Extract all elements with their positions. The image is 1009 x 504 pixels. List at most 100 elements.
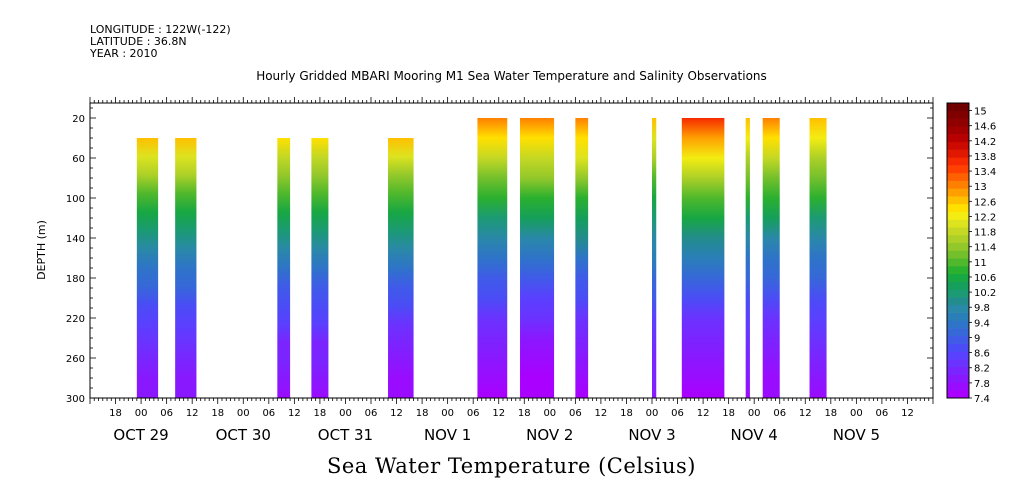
y-tick-label: 140 <box>66 234 85 245</box>
x-tick-label: 18 <box>416 408 429 419</box>
colorbar-cell <box>947 134 969 143</box>
colorbar-cell <box>947 203 969 212</box>
colorbar-cell <box>947 188 969 197</box>
x-tick-label: 00 <box>543 408 556 419</box>
colorbar-cell <box>947 273 969 282</box>
x-day-label: NOV 1 <box>424 426 471 444</box>
colorbar-cell <box>947 312 969 321</box>
x-tick-label: 12 <box>186 408 199 419</box>
colorbar-label: 9.8 <box>974 303 990 314</box>
y-axis-label: DEPTH (m) <box>35 220 48 280</box>
y-tick-label: 220 <box>66 314 85 325</box>
x-tick-label: 12 <box>901 408 914 419</box>
x-tick-label: 18 <box>518 408 531 419</box>
data-segment <box>809 118 827 398</box>
x-axis-label: Sea Water Temperature (Celsius) <box>326 454 696 478</box>
data-segment <box>175 138 197 398</box>
colorbar-cell <box>947 335 969 344</box>
colorbar-cell <box>947 351 969 360</box>
colorbar-cell <box>947 328 969 337</box>
colorbar-label: 7.8 <box>974 379 990 390</box>
colorbar-cell <box>947 258 969 267</box>
x-day-label: OCT 31 <box>318 426 373 444</box>
colorbar-cell <box>947 211 969 220</box>
x-tick-label: 18 <box>824 408 837 419</box>
colorbar-label: 12.2 <box>974 212 996 223</box>
colorbar-cell <box>947 250 969 259</box>
x-tick-label: 18 <box>314 408 327 419</box>
data-segment <box>136 138 159 398</box>
colorbar-cell <box>947 374 969 383</box>
data-segment <box>745 118 750 398</box>
data-segment <box>575 118 589 398</box>
colorbar-label: 13 <box>974 182 987 193</box>
colorbar-cell <box>947 141 969 150</box>
colorbar: 15 14.6 14.2 13.8 13.4 13 12.6 12.2 11.8 11.4 11 10… <box>946 102 996 405</box>
x-tick-label: 06 <box>569 408 582 419</box>
colorbar-label: 13.8 <box>974 152 996 163</box>
colorbar-label: 9 <box>974 333 980 344</box>
y-tick-label: 20 <box>72 114 85 125</box>
x-tick-label: 06 <box>671 408 684 419</box>
latitude-label: LATITUDE : 36.8N <box>90 35 187 48</box>
data-segment <box>277 138 291 398</box>
y-tick-label: 100 <box>66 194 85 205</box>
colorbar-cell <box>947 227 969 236</box>
colorbar-label: 8.6 <box>974 349 990 360</box>
x-tick-label: 06 <box>876 408 889 419</box>
colorbar-cell <box>947 382 969 391</box>
data-segment <box>652 118 657 398</box>
colorbar-label: 14.6 <box>974 122 996 133</box>
colorbar-cell <box>947 390 969 399</box>
colorbar-cell <box>947 359 969 368</box>
x-tick-label: 00 <box>339 408 352 419</box>
chart-title: Hourly Gridded MBARI Mooring M1 Sea Wate… <box>256 69 767 83</box>
colorbar-cell <box>947 126 969 135</box>
x-tick-label: 06 <box>467 408 480 419</box>
x-day-label: NOV 2 <box>526 426 573 444</box>
y-tick-label: 180 <box>66 274 85 285</box>
x-tick-label: 18 <box>620 408 633 419</box>
colorbar-cell <box>947 165 969 174</box>
colorbar-cell <box>947 366 969 376</box>
colorbar-label: 13.4 <box>974 167 996 178</box>
x-tick-label: 06 <box>262 408 275 419</box>
data-segment <box>311 138 329 398</box>
data-segments <box>136 118 827 398</box>
x-tick-label: 06 <box>773 408 786 419</box>
x-tick-label: 00 <box>441 408 454 419</box>
x-day-label: NOV 4 <box>731 426 778 444</box>
colorbar-label: 11.8 <box>974 228 996 239</box>
y-tick-label: 300 <box>66 394 85 405</box>
colorbar-cell <box>947 289 969 298</box>
x-tick-label: 00 <box>850 408 863 419</box>
colorbar-label: 15 <box>974 107 987 118</box>
colorbar-label: 11.4 <box>974 243 996 254</box>
plot-frame <box>89 102 934 399</box>
colorbar-label: 10.2 <box>974 288 996 299</box>
x-tick-label: 18 <box>109 408 122 419</box>
x-tick-label: 12 <box>492 408 505 419</box>
colorbar-cell <box>947 234 969 244</box>
x-tick-label: 06 <box>160 408 173 419</box>
x-tick-label: 12 <box>595 408 608 419</box>
plot-axes: 18 00 06 12 18 00 06 12 18 00 06 12 18 00 06 12 18 00 06 12… <box>35 97 934 444</box>
colorbar-label: 7.4 <box>974 394 990 405</box>
colorbar-cell <box>947 281 969 290</box>
colorbar-cell <box>947 242 969 251</box>
x-tick-label: 18 <box>211 408 224 419</box>
data-segment <box>762 118 780 398</box>
colorbar-cell <box>947 157 969 166</box>
colorbar-cell <box>947 304 969 313</box>
colorbar-cell <box>947 297 969 306</box>
x-tick-label: 12 <box>390 408 403 419</box>
colorbar-label: 11 <box>974 258 987 269</box>
x-tick-label: 18 <box>722 408 735 419</box>
colorbar-cell <box>947 110 969 119</box>
colorbar-label: 8.2 <box>974 364 990 375</box>
colorbar-label: 10.6 <box>974 273 996 284</box>
x-tick-label: 12 <box>799 408 812 419</box>
x-tick-label: 12 <box>288 408 301 419</box>
colorbar-cell <box>947 180 969 189</box>
